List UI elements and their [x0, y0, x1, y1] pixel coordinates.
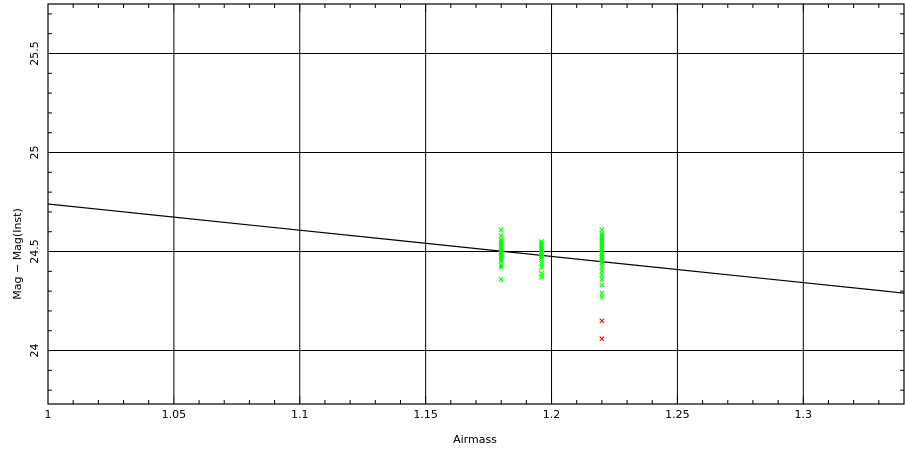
data-point-used	[498, 233, 504, 239]
data-point-used	[599, 282, 605, 288]
data-point-rejected	[599, 318, 605, 324]
data-point-used	[498, 276, 504, 282]
x-tick-label: 1.25	[665, 408, 690, 421]
grid-lines	[48, 4, 904, 404]
x-tick-label: 1	[45, 408, 52, 421]
data-point-used	[599, 276, 605, 282]
data-point-used	[599, 254, 605, 261]
data-point-used	[498, 262, 504, 268]
data-point-used	[599, 231, 605, 237]
data-point-used	[498, 239, 504, 245]
data-point-used	[498, 258, 504, 265]
data-point-used	[599, 244, 605, 251]
data-point-used	[538, 246, 545, 253]
data-point-used	[599, 250, 605, 257]
data-point-used	[538, 250, 545, 257]
data-point-used	[599, 268, 605, 274]
data-point-used	[538, 244, 545, 251]
data-point-used	[498, 241, 504, 247]
x-tick-labels: 1 1.05 1.1 1.15 1.2 1.25 1.3	[45, 408, 813, 421]
x-axis-title: Airmass	[453, 433, 497, 446]
plot-frame	[47, 3, 905, 405]
data-point-used	[538, 252, 545, 259]
data-point-used	[599, 241, 605, 247]
data-point-used	[599, 260, 605, 266]
data-point-used	[498, 227, 504, 233]
data-point-used	[498, 237, 504, 243]
y-tick-label: 25.5	[28, 41, 41, 66]
data-point-used	[599, 252, 605, 259]
data-point-used	[599, 239, 605, 245]
data-point-used	[599, 258, 605, 265]
data-point-used	[599, 290, 605, 296]
data-point-used	[599, 233, 605, 239]
data-point-used	[599, 294, 605, 300]
data-point-used	[538, 256, 545, 263]
data-point-used	[498, 246, 504, 253]
data-point-used	[599, 227, 605, 233]
data-point-used	[498, 264, 504, 270]
x-tick-label: 1.05	[162, 408, 187, 421]
y-tick-label: 24.5	[28, 239, 41, 264]
x-tick-label: 1.15	[413, 408, 438, 421]
data-point-rejected	[599, 336, 605, 342]
data-points	[498, 227, 605, 342]
data-point-used	[538, 242, 545, 249]
x-tick-label: 1.2	[543, 408, 561, 421]
data-point-used	[498, 250, 504, 257]
data-point-used	[599, 246, 605, 253]
data-point-used	[538, 270, 545, 276]
data-point-used	[498, 242, 504, 249]
data-point-used	[538, 239, 545, 245]
data-point-used	[599, 256, 605, 263]
axis-ticks	[47, 4, 905, 404]
data-point-used	[599, 264, 605, 270]
x-tick-label: 1.1	[291, 408, 309, 421]
data-point-used	[498, 244, 504, 251]
data-point-used	[498, 256, 504, 263]
data-point-used	[599, 235, 605, 241]
x-tick-label: 1.3	[795, 408, 813, 421]
y-axis-title: Mag − Mag(Inst)	[11, 208, 24, 299]
data-point-used	[599, 272, 605, 278]
data-point-used	[538, 264, 545, 270]
data-point-used	[538, 274, 545, 280]
data-point-used	[498, 254, 504, 261]
fit-line-group	[47, 203, 905, 294]
y-tick-label: 24	[28, 344, 41, 358]
data-point-used	[599, 237, 605, 243]
data-point-used	[599, 242, 605, 249]
data-point-used	[599, 248, 605, 255]
plot-frame-group	[47, 3, 905, 405]
data-point-used	[538, 260, 545, 266]
data-point-used	[538, 248, 545, 255]
y-tick-label: 25	[28, 146, 41, 160]
data-point-used	[498, 252, 504, 259]
data-point-used	[498, 248, 504, 255]
fit-line	[47, 203, 905, 294]
data-point-used	[538, 254, 545, 261]
y-tick-labels: 24 24.5 25 25.5	[28, 41, 41, 357]
data-point-used	[538, 241, 545, 247]
